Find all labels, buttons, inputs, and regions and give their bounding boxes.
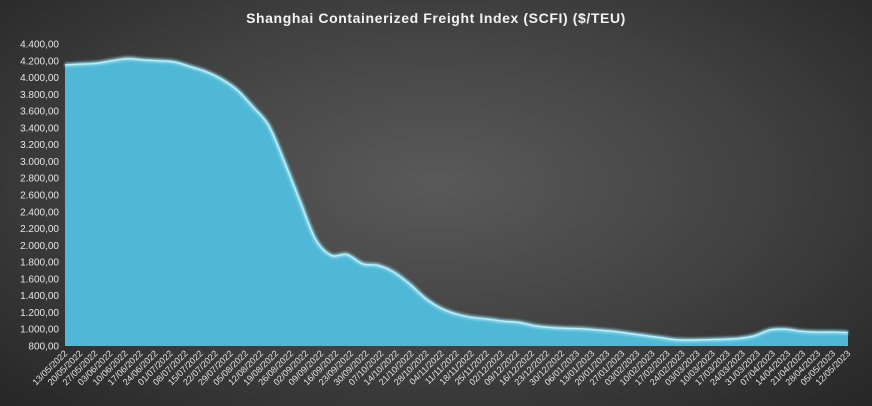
y-tick-label: 3.800,00: [20, 90, 59, 101]
y-tick-label: 2.600,00: [20, 191, 59, 202]
y-tick-label: 2.200,00: [20, 224, 59, 235]
y-tick-label: 1.600,00: [20, 274, 59, 285]
plot-area: [64, 56, 849, 346]
series-line: [64, 57, 849, 341]
y-tick-label: 1.200,00: [20, 308, 59, 319]
y-tick-label: 4.200,00: [20, 56, 59, 67]
y-tick-label: 4.400,00: [20, 40, 59, 51]
y-tick-label: 3.000,00: [20, 157, 59, 168]
x-axis: 13/05/202220/05/202227/05/202203/06/2022…: [30, 348, 852, 387]
y-tick-label: 3.600,00: [20, 107, 59, 118]
y-tick-label: 2.800,00: [20, 174, 59, 185]
y-tick-label: 1.000,00: [20, 325, 59, 336]
y-axis: 800,00 1.000,00 1.200,00 1.400,00 1.600,00 1.…: [20, 40, 59, 353]
y-tick-label: 1.400,00: [20, 291, 59, 302]
y-tick-label: 3.400,00: [20, 123, 59, 134]
y-tick-label: 800,00: [28, 342, 59, 353]
y-tick-label: 2.400,00: [20, 207, 59, 218]
y-tick-label: 1.800,00: [20, 258, 59, 269]
y-tick-label: 2.000,00: [20, 241, 59, 252]
series-area: [65, 58, 848, 346]
y-tick-label: 3.200,00: [20, 140, 59, 151]
y-tick-label: 4.000,00: [20, 73, 59, 84]
chart-title: Shanghai Containerized Freight Index (SC…: [246, 10, 626, 26]
